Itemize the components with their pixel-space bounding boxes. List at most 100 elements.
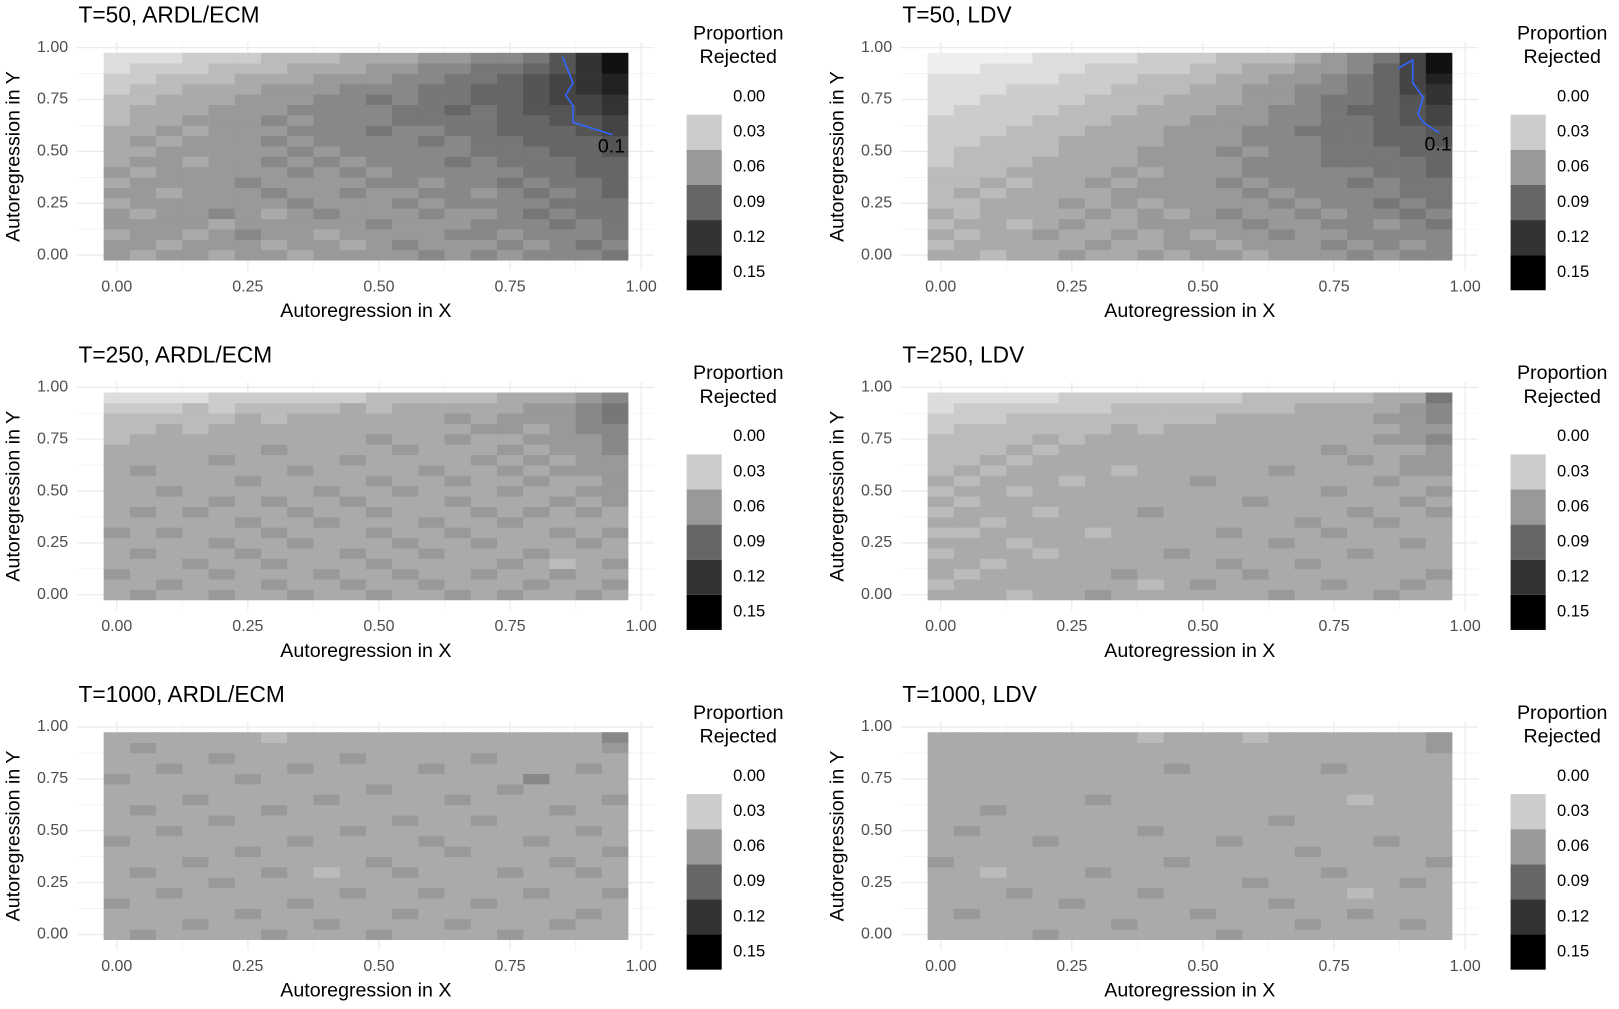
heatmap-cell xyxy=(549,402,576,414)
heatmap-cell xyxy=(1058,465,1086,476)
heatmap-cell xyxy=(313,454,340,466)
heatmap-cell xyxy=(1373,187,1400,199)
heatmap-cell xyxy=(549,752,576,764)
heatmap-cell xyxy=(1006,898,1033,909)
heatmap-cell xyxy=(1032,527,1060,539)
heatmap-cell xyxy=(470,929,498,940)
heatmap-cell xyxy=(1242,929,1269,940)
heatmap-cell xyxy=(208,135,236,147)
heatmap-cell xyxy=(392,846,419,857)
heatmap-cell xyxy=(260,537,288,549)
heatmap-cell xyxy=(156,763,183,775)
heatmap-cell xyxy=(980,898,1007,909)
heatmap-cell xyxy=(1425,506,1453,518)
heatmap-cell xyxy=(1425,454,1453,466)
heatmap-cell xyxy=(418,249,445,261)
heatmap-cell xyxy=(601,218,629,230)
heatmap-cell xyxy=(234,177,262,188)
heatmap-cell xyxy=(234,104,262,116)
heatmap-cell xyxy=(339,229,367,240)
heatmap-cell xyxy=(523,218,550,230)
heatmap-cell xyxy=(287,568,314,580)
heatmap-cell xyxy=(1242,392,1269,404)
heatmap-cell xyxy=(339,208,367,220)
heatmap-cell xyxy=(287,475,314,487)
heatmap-cell xyxy=(1373,73,1400,85)
heatmap-cell xyxy=(953,732,981,743)
heatmap-cell xyxy=(575,898,603,909)
heatmap-cell xyxy=(103,402,131,414)
heatmap-cell xyxy=(392,835,419,847)
heatmap-cell xyxy=(392,156,419,168)
heatmap-cell xyxy=(260,485,288,497)
heatmap-cell xyxy=(496,548,524,559)
heatmap-cell xyxy=(1163,125,1191,137)
heatmap-cell xyxy=(927,506,955,518)
heatmap-cell xyxy=(1058,198,1086,209)
heatmap-cell xyxy=(1242,94,1269,105)
heatmap-cell xyxy=(927,815,955,826)
heatmap-cell xyxy=(1032,929,1060,940)
heatmap-cell xyxy=(392,898,419,909)
heatmap-cell xyxy=(392,773,419,785)
heatmap-cell xyxy=(1216,63,1243,74)
heatmap-cell xyxy=(1006,454,1033,466)
heatmap-cell xyxy=(1294,218,1322,230)
x-tick-label: 0.75 xyxy=(495,618,526,635)
x-tick-label: 0.00 xyxy=(101,958,132,975)
heatmap-cell xyxy=(927,454,955,466)
heatmap-cell xyxy=(601,413,629,424)
heatmap-cell xyxy=(260,867,288,878)
heatmap-cell xyxy=(1032,94,1060,105)
heatmap-cell xyxy=(103,73,131,85)
heatmap-cell xyxy=(1347,732,1374,743)
heatmap-cell xyxy=(927,392,955,404)
x-tick-label: 0.50 xyxy=(363,958,394,975)
heatmap-cell xyxy=(523,94,550,105)
heatmap-cell xyxy=(182,465,209,476)
heatmap-cell xyxy=(1373,239,1400,251)
heatmap-cell xyxy=(980,496,1007,507)
heatmap-cell xyxy=(1425,752,1453,764)
heatmap-cell xyxy=(470,52,498,64)
heatmap-cell xyxy=(182,94,209,105)
heatmap-cell xyxy=(339,527,367,539)
heatmap-cell xyxy=(496,558,524,570)
heatmap-cell xyxy=(1320,402,1348,414)
heatmap-cell xyxy=(182,846,209,857)
heatmap-cell xyxy=(1294,115,1322,126)
heatmap-cell xyxy=(234,63,262,74)
heatmap-cell xyxy=(1111,166,1138,178)
heatmap-cell xyxy=(1242,83,1269,95)
heatmap-cell xyxy=(1347,537,1374,549)
heatmap-cell xyxy=(234,898,262,909)
heatmap-cell xyxy=(1006,929,1033,940)
heatmap-cell xyxy=(103,908,131,920)
heatmap-cell xyxy=(927,187,955,199)
heatmap-cell xyxy=(549,166,576,178)
heatmap-cell xyxy=(1268,589,1296,601)
legend-label: 0.12 xyxy=(733,906,765,925)
heatmap-cell xyxy=(1399,392,1427,404)
heatmap-cell xyxy=(1163,465,1191,476)
heatmap-cell xyxy=(1058,135,1086,147)
heatmap-cell xyxy=(1032,537,1060,549)
heatmap-cell xyxy=(523,104,550,116)
heatmap-cell xyxy=(1137,125,1164,137)
heatmap-cell xyxy=(1347,392,1374,404)
heatmap-cell xyxy=(1084,763,1112,775)
heatmap-cell xyxy=(1399,104,1427,116)
heatmap-cell xyxy=(1294,558,1322,570)
heatmap-cell xyxy=(129,887,157,899)
heatmap-cell xyxy=(496,877,524,889)
heatmap-cell xyxy=(313,465,340,476)
heatmap-cell xyxy=(129,239,157,251)
heatmap-cell xyxy=(313,898,340,909)
heatmap-cell xyxy=(496,898,524,909)
heatmap-cell xyxy=(1268,454,1296,466)
heatmap-cell xyxy=(1006,506,1033,518)
heatmap-cell xyxy=(575,166,603,178)
heatmap-cell xyxy=(1216,73,1243,85)
heatmap-cell xyxy=(208,239,236,251)
heatmap-cell xyxy=(980,846,1007,857)
